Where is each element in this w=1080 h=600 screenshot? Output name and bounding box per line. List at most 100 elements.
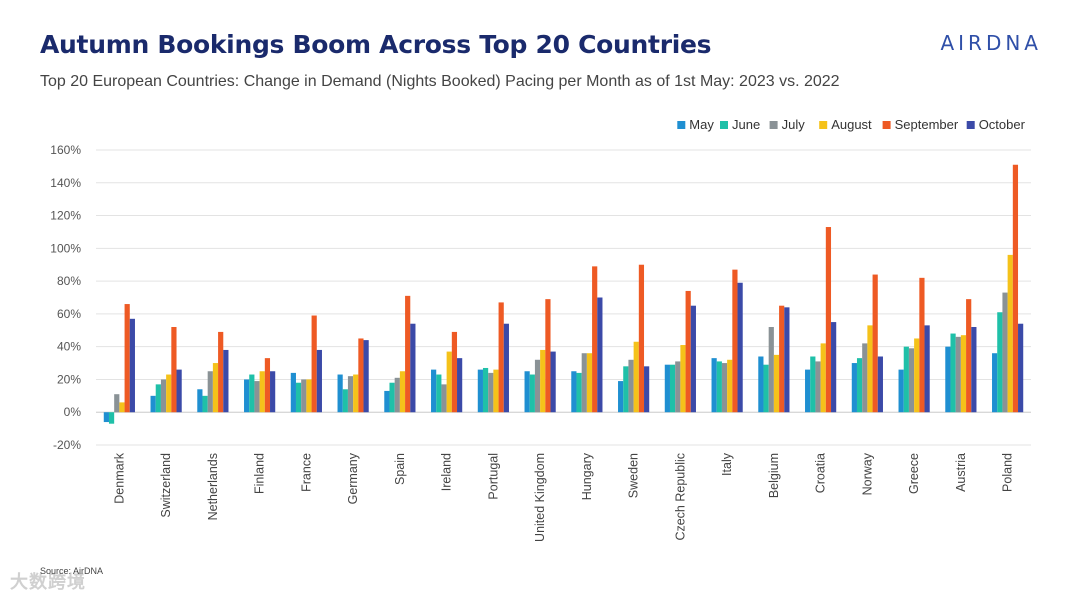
bar xyxy=(623,366,629,413)
bar xyxy=(805,369,811,413)
watermark: 大数跨境 xyxy=(10,572,86,593)
bar xyxy=(716,361,722,413)
bar xyxy=(503,323,509,413)
bar xyxy=(114,394,120,413)
y-tick-label: 0% xyxy=(64,405,82,419)
bar xyxy=(867,325,873,413)
x-tick-label: Austria xyxy=(954,453,968,492)
bar xyxy=(971,327,977,413)
x-tick-label: Ireland xyxy=(440,453,454,491)
legend-label: May xyxy=(689,117,714,132)
legend-label: June xyxy=(732,117,760,132)
bar xyxy=(721,363,728,413)
bar xyxy=(270,371,276,413)
bar xyxy=(903,346,909,413)
legend-swatch xyxy=(966,121,975,129)
source-note: Source: AirDNA xyxy=(40,566,104,576)
chart-title: Autumn Bookings Boom Across Top 20 Count… xyxy=(40,30,712,59)
bar xyxy=(171,327,177,413)
bar xyxy=(254,381,260,413)
bar xyxy=(945,346,951,413)
x-tick-label: Sweden xyxy=(627,453,641,498)
bar xyxy=(831,322,837,413)
bar xyxy=(633,341,639,413)
bar xyxy=(103,412,109,423)
bar xyxy=(763,364,769,413)
y-tick-label: -20% xyxy=(53,438,81,452)
bar xyxy=(919,277,925,413)
bar xyxy=(592,266,598,413)
bar xyxy=(862,343,868,413)
bar xyxy=(545,299,551,413)
bar xyxy=(129,318,135,413)
bar xyxy=(1007,254,1013,413)
bar xyxy=(955,336,961,413)
bar xyxy=(680,345,686,413)
bar xyxy=(1002,292,1008,413)
bar xyxy=(685,290,691,413)
x-tick-label: Norway xyxy=(860,452,874,495)
legend-swatch xyxy=(882,121,891,129)
bar xyxy=(353,374,359,413)
bar xyxy=(784,307,790,413)
x-tick-label: United Kingdom xyxy=(533,453,547,542)
legend-label: October xyxy=(979,117,1026,132)
bar xyxy=(316,349,322,413)
bar xyxy=(664,364,670,413)
bar xyxy=(223,349,229,413)
bar xyxy=(534,359,541,413)
bar xyxy=(295,382,302,413)
bar xyxy=(950,333,956,413)
bar xyxy=(992,353,998,413)
bar xyxy=(358,338,364,413)
bar xyxy=(732,269,738,413)
bar xyxy=(571,371,577,413)
bar xyxy=(166,374,172,413)
bar xyxy=(529,374,535,413)
x-tick-label: Germany xyxy=(346,452,360,504)
bar xyxy=(488,372,494,413)
bar xyxy=(669,364,676,413)
airdna-logo: AIRDNA xyxy=(940,31,1042,55)
bar xyxy=(399,371,406,413)
bar xyxy=(311,315,317,413)
bar xyxy=(363,340,369,413)
bar xyxy=(644,366,650,413)
bar xyxy=(737,282,743,413)
bar xyxy=(815,361,821,413)
bar xyxy=(394,377,400,413)
y-tick-label: 140% xyxy=(50,176,81,190)
bar xyxy=(160,379,167,413)
x-tick-label: Czech Republic xyxy=(673,453,687,541)
bar xyxy=(244,379,250,413)
bar xyxy=(218,331,224,413)
x-tick-label: Hungary xyxy=(580,452,594,500)
bar xyxy=(441,384,447,413)
x-tick-label: Belgium xyxy=(767,453,781,498)
bar xyxy=(540,349,546,413)
bar xyxy=(342,389,348,413)
bar xyxy=(675,361,681,413)
y-tick-label: 20% xyxy=(57,372,81,386)
bar xyxy=(197,389,203,413)
bar xyxy=(997,312,1003,413)
bar xyxy=(207,371,213,413)
bar xyxy=(451,331,458,413)
bar xyxy=(119,402,125,413)
bar xyxy=(711,358,717,413)
bar xyxy=(576,372,582,413)
x-tick-label: Netherlands xyxy=(206,453,220,520)
bar xyxy=(259,371,265,413)
legend-swatch xyxy=(769,121,778,129)
x-tick-label: Switzerland xyxy=(159,453,173,518)
bar xyxy=(405,295,411,413)
bar xyxy=(477,369,483,413)
legend-swatch xyxy=(677,121,686,129)
bar xyxy=(306,379,312,413)
x-tick-label: Portugal xyxy=(486,453,500,500)
bar xyxy=(825,227,832,413)
chart-subtitle: Top 20 European Countries: Change in Dem… xyxy=(40,73,840,90)
bar xyxy=(1018,323,1024,413)
bar xyxy=(960,335,967,413)
bar xyxy=(446,351,452,413)
